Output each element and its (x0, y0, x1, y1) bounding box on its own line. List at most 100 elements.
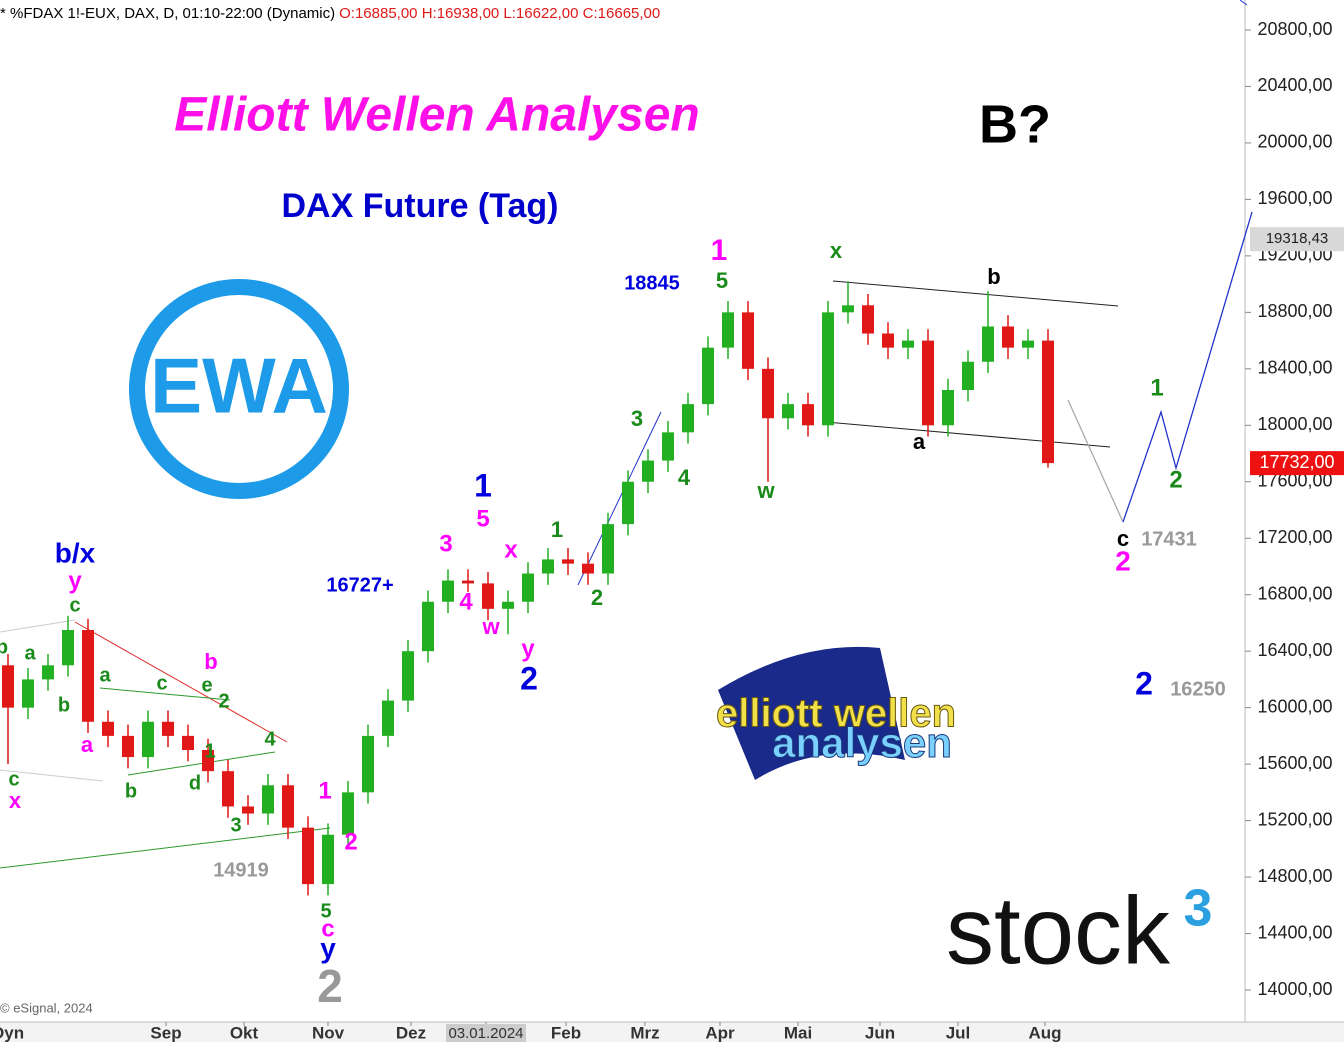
candle-body (922, 340, 934, 426)
candle-body (62, 630, 74, 666)
candle-body (1042, 340, 1054, 464)
candle-body (682, 404, 694, 433)
candle-body (522, 573, 534, 602)
wave-label: b (0, 636, 8, 658)
wave-label: b (58, 694, 70, 716)
wave-label: e (201, 674, 212, 696)
wave-label: 5 (716, 268, 728, 293)
wave-label: 4 (264, 728, 276, 750)
candle-body (602, 524, 614, 574)
y-tick-label: 19600,00 (1257, 188, 1332, 208)
wave-label: c (1117, 526, 1129, 551)
wave-label: 17431 (1141, 528, 1197, 550)
x-tick-label: Apr (705, 1023, 735, 1042)
wave-label: y (68, 567, 82, 594)
y-tick-label: 20400,00 (1257, 75, 1332, 95)
y-tick-label: 18400,00 (1257, 358, 1332, 378)
price-marker-label: 17732,00 (1259, 452, 1334, 472)
candle-body (962, 361, 974, 390)
y-tick-label: 18000,00 (1257, 414, 1332, 434)
candle-body (262, 785, 274, 814)
wave-label: 2 (317, 960, 343, 1012)
wave-label: 1 (551, 517, 563, 542)
candle-body (162, 721, 174, 736)
y-tick-label: 20800,00 (1257, 19, 1332, 39)
projection (1067, 399, 1124, 523)
projection (1122, 211, 1253, 523)
logo-stock: stock (946, 877, 1171, 984)
x-corner-label: Dyn (0, 1023, 24, 1042)
trendline (0, 769, 104, 782)
wave-label: 3 (439, 530, 452, 557)
wave-label: a (99, 664, 111, 686)
wave-label: 2 (591, 585, 603, 610)
logo-ewa: EWA (150, 342, 328, 430)
wave-label: 2 (218, 690, 229, 712)
wave-label: 4 (459, 588, 473, 615)
y-tick-label: 16800,00 (1257, 583, 1332, 603)
title: Elliott Wellen Analysen (174, 89, 699, 142)
note: B? (979, 94, 1051, 154)
y-tick-label: 14400,00 (1257, 922, 1332, 942)
wave-label: 2 (1169, 466, 1182, 493)
candle-body (882, 333, 894, 348)
candle-body (1002, 326, 1014, 348)
wave-label: 16727+ (326, 574, 393, 596)
candle-body (322, 834, 334, 885)
wave-label: 5 (320, 900, 331, 922)
trendline (577, 411, 662, 586)
trendline (0, 619, 76, 633)
candle-body (822, 312, 834, 426)
x-tick-label: Mai (784, 1023, 812, 1042)
wave-label: b (125, 780, 137, 802)
candle-body (82, 630, 94, 722)
wave-label: w (756, 478, 775, 503)
wave-label: c (69, 594, 80, 616)
candle-body (662, 432, 674, 461)
candle-body (442, 580, 454, 602)
wave-label: a (913, 429, 926, 454)
header-symbol: * %FDAX 1!-EUX, DAX, D, 01:10-22:00 (Dyn… (0, 5, 335, 22)
candle-body (782, 404, 794, 419)
wave-label: 3 (631, 406, 643, 431)
copyright: © eSignal, 2024 (0, 1000, 93, 1015)
logo-stock: 3 (1184, 880, 1213, 938)
wave-label: w (481, 614, 500, 639)
candle-body (202, 750, 214, 772)
wave-label: 5 (476, 505, 489, 532)
price-marker (1250, 451, 1344, 476)
x-tick-label: Dez (396, 1023, 426, 1042)
candle-body (422, 601, 434, 652)
candle-body (342, 792, 354, 835)
y-tick-label: 14000,00 (1257, 979, 1332, 999)
header: * %FDAX 1!-EUX, DAX, D, 01:10-22:00 (Dyn… (0, 5, 660, 22)
x-tick-label: Feb (551, 1023, 581, 1042)
wave-label: 1 (204, 740, 215, 762)
y-tick-label: 20000,00 (1257, 132, 1332, 152)
candle-body (742, 312, 754, 369)
wave-label: 1 (474, 467, 492, 503)
price-marker-label: 19318,43 (1266, 230, 1329, 247)
ohlc-label: O:16885,00 H:16938,00 L:16622,00 C:16665… (339, 5, 660, 22)
candle-body (242, 806, 254, 814)
y-tick-label: 17200,00 (1257, 527, 1332, 547)
channel-line (825, 421, 1111, 448)
wave-label: 2 (344, 828, 357, 855)
wave-label: 1 (1150, 374, 1163, 401)
x-tick-label: Jun (865, 1023, 895, 1042)
y-tick-label: 16000,00 (1257, 696, 1332, 716)
candle-body (802, 404, 814, 426)
candle-body (2, 665, 14, 708)
candle-body (122, 735, 134, 758)
trendline (99, 687, 231, 701)
x-tick-label: Nov (312, 1023, 345, 1042)
wave-label: 16250 (1170, 678, 1226, 700)
wave-label: b/x (55, 537, 96, 568)
candle-body (762, 368, 774, 419)
candle-body (702, 347, 714, 405)
x-tick-label: Jul (946, 1023, 971, 1042)
wave-label: 14919 (213, 859, 269, 881)
candle-body (382, 700, 394, 736)
candle-body (942, 390, 954, 426)
